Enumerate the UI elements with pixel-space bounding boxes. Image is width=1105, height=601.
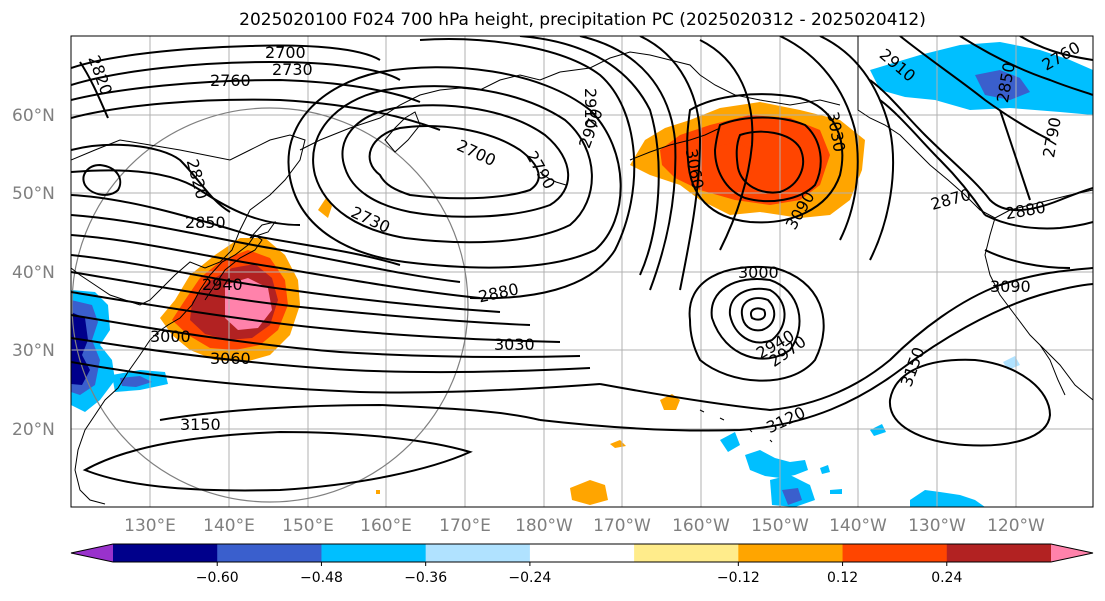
reference-circle xyxy=(71,107,469,503)
colorbar-segment xyxy=(946,544,1052,562)
colorbar-tick-label: −0.12 xyxy=(717,570,760,586)
colorbar-segment xyxy=(321,544,427,562)
contour-label: 3060 xyxy=(210,349,251,368)
colorbar-outline xyxy=(70,543,1094,563)
contour-label: 3000 xyxy=(738,263,779,282)
contour-label: 3150 xyxy=(180,415,221,434)
contour-label: 2850 xyxy=(185,213,226,232)
colorbar-segment xyxy=(217,544,322,562)
colorbar-tick-label: −0.24 xyxy=(508,570,551,586)
colorbar-segment xyxy=(842,544,948,562)
colorbar: −0.60 −0.48 −0.36 −0.24 −0.12 0.12 0.24 xyxy=(70,543,1094,586)
lat-label: 20°N xyxy=(12,420,55,440)
contour-label: 2730 xyxy=(272,60,313,79)
contour-label: 3090 xyxy=(990,277,1031,296)
coastlines xyxy=(71,36,1093,505)
lat-label: 40°N xyxy=(12,263,55,283)
colorbar-tick-label: 0.12 xyxy=(827,570,858,586)
latitude-labels: 60°N 50°N 40°N 30°N 20°N xyxy=(12,106,55,440)
lat-label: 50°N xyxy=(12,184,55,204)
colorbar-segment xyxy=(113,544,218,562)
map-area: 2700 2730 2760 2820 2820 2850 2940 3000 … xyxy=(71,36,1093,507)
colorbar-extend-high xyxy=(1051,544,1093,562)
colorbar-extend-low xyxy=(71,544,113,562)
colorbar-segment xyxy=(425,544,531,562)
lat-label: 30°N xyxy=(12,341,55,361)
contour-label: 3000 xyxy=(150,327,191,346)
contour-label: 2760 xyxy=(210,71,251,90)
contour-label: 3030 xyxy=(494,335,535,354)
lon-label: 160°W xyxy=(672,516,730,536)
lon-label: 170°W xyxy=(593,516,651,536)
lon-label: 140°E xyxy=(203,516,255,536)
lon-label: 130°E xyxy=(124,516,176,536)
lon-label: 170°E xyxy=(439,516,491,536)
lon-label: 150°W xyxy=(751,516,809,536)
contour-label: 2700 xyxy=(265,43,306,62)
map-frame xyxy=(70,35,1094,508)
lon-label: 140°W xyxy=(829,516,887,536)
lon-label: 120°W xyxy=(987,516,1045,536)
contour-label: 2910 xyxy=(581,88,600,129)
colorbar-segment xyxy=(738,544,844,562)
colorbar-tick-label: −0.36 xyxy=(404,570,447,586)
colorbar-tick-label: −0.60 xyxy=(196,570,239,586)
height-contours xyxy=(71,36,1093,492)
lat-label: 60°N xyxy=(12,106,55,126)
lon-label: 160°E xyxy=(360,516,412,536)
lon-label: 130°W xyxy=(908,516,966,536)
colorbar-segment xyxy=(634,544,739,562)
lon-label: 180°W xyxy=(515,516,573,536)
colorbar-tick-label: 0.24 xyxy=(931,570,962,586)
contour-label: 2940 xyxy=(202,275,243,294)
longitude-labels: 130°E 140°E 150°E 160°E 170°E 180°W 170°… xyxy=(124,516,1045,536)
colorbar-tick-label: −0.48 xyxy=(300,570,343,586)
colorbar-segment xyxy=(529,544,635,562)
chart-title: 2025020100 F024 700 hPa height, precipit… xyxy=(239,10,926,30)
lon-label: 150°E xyxy=(282,516,334,536)
contour-labels: 2700 2730 2760 2820 2820 2850 2940 3000 … xyxy=(84,38,1083,437)
